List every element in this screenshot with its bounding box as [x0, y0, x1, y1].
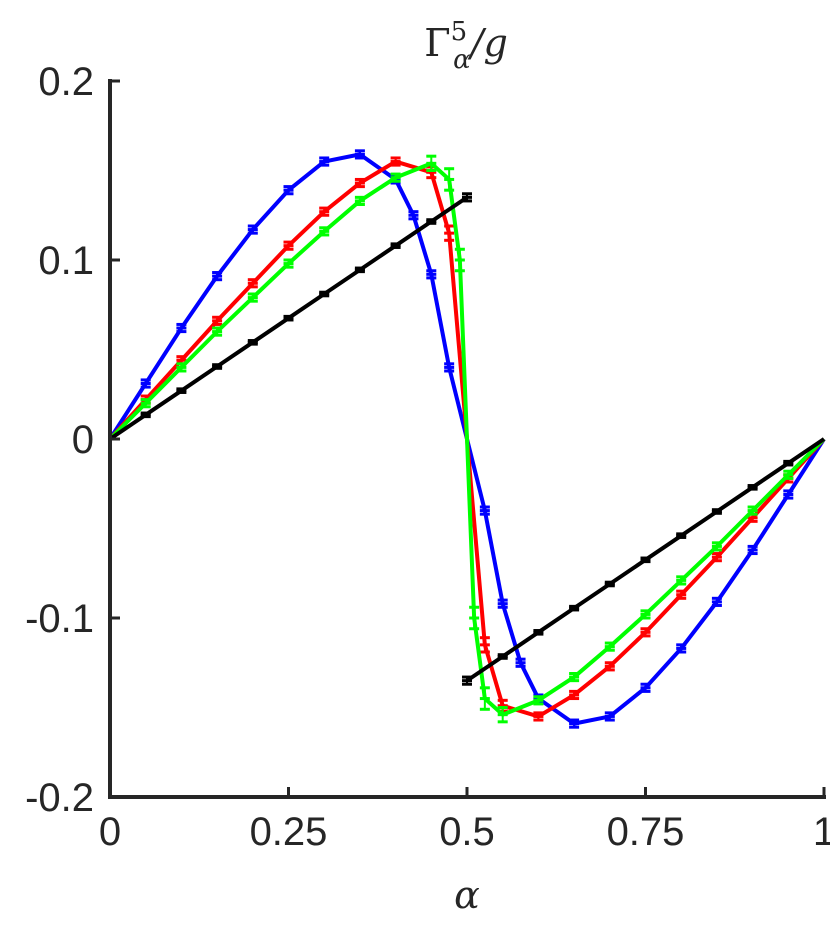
error-bar [569, 604, 580, 612]
error-bar [533, 695, 544, 706]
x-tick-label: 0.25 [250, 810, 328, 854]
error-bar [676, 532, 687, 539]
error-bar [711, 508, 722, 515]
error-bar [140, 411, 151, 419]
error-bar [676, 589, 687, 600]
title-base: Γ [424, 21, 450, 65]
error-bar [462, 675, 472, 686]
error-bar [747, 484, 758, 491]
error-bar [354, 195, 365, 207]
error-bar [444, 362, 455, 373]
error-bar [212, 271, 223, 282]
y-tick-label: -0.2 [25, 776, 94, 820]
error-bar [640, 682, 651, 693]
y-tick-label: -0.1 [25, 597, 94, 641]
title-sup: 5 [451, 17, 468, 47]
error-bar [640, 609, 651, 620]
error-bar [604, 661, 615, 672]
y-tick-label: 0.1 [38, 239, 94, 283]
error-bar [469, 605, 480, 631]
error-bar [604, 580, 615, 588]
error-bar [212, 315, 223, 326]
error-bar [176, 322, 187, 334]
series-line [108, 161, 826, 717]
error-bar [212, 363, 223, 370]
error-bar [569, 671, 580, 683]
error-bar [676, 643, 687, 654]
series-2 [108, 156, 826, 722]
error-bar [444, 167, 455, 192]
title-sub: α [453, 45, 471, 75]
error-bar [604, 711, 615, 722]
error-bar [533, 711, 544, 722]
error-bar [247, 292, 258, 303]
error-bar [176, 387, 187, 394]
error-bar [354, 177, 365, 189]
error-bar [711, 596, 722, 607]
ticks: 0 0.25 0.5 0.75 1 -0.2 -0.1 0 0.1 0.2 [25, 60, 830, 854]
error-bar [479, 636, 490, 654]
error-bar [176, 362, 187, 373]
error-bar [444, 224, 455, 242]
error-bar [426, 154, 437, 172]
error-bar [569, 718, 580, 729]
error-bar [354, 149, 365, 160]
error-bar [319, 226, 330, 237]
y-tick-label: 0.2 [38, 60, 94, 104]
error-bar [783, 489, 794, 500]
error-bar [676, 575, 687, 586]
error-bar [497, 706, 508, 724]
error-bar [454, 247, 465, 273]
x-tick-label: 1 [813, 810, 830, 854]
error-bar [283, 314, 294, 322]
error-bar [711, 541, 722, 552]
error-bar [283, 258, 294, 269]
error-bar [390, 156, 401, 167]
error-bar [479, 686, 490, 711]
error-bar [319, 206, 330, 217]
error-bar [640, 556, 651, 564]
error-bar [604, 641, 615, 652]
error-bar [140, 378, 151, 389]
error-bar [390, 242, 401, 249]
error-bar [283, 240, 294, 251]
error-bar [479, 505, 490, 516]
chart-title: Γ5 α/g [424, 17, 508, 75]
error-bar [247, 224, 258, 235]
series-layer [108, 149, 826, 729]
error-bar [408, 210, 419, 221]
error-bar [711, 552, 722, 563]
error-bar [515, 657, 526, 668]
error-bar [497, 653, 508, 660]
series-4 [108, 192, 826, 686]
error-bar [569, 689, 580, 701]
x-axis-title: α [454, 873, 480, 917]
x-tick-label: 0.75 [607, 810, 685, 854]
error-bar [640, 627, 651, 638]
error-bar [247, 339, 258, 346]
error-bar [426, 218, 437, 225]
error-bar [497, 598, 508, 609]
error-bar [319, 156, 330, 167]
error-bar [247, 278, 258, 289]
title-rest: /g [467, 21, 508, 65]
y-tick-label: 0 [72, 418, 94, 462]
error-bar [390, 172, 401, 183]
series-3 [108, 154, 826, 724]
x-tick-label: 0 [99, 810, 121, 854]
error-bar [747, 544, 758, 556]
error-bar [140, 398, 151, 409]
error-bar [783, 469, 794, 480]
error-bar [319, 290, 330, 298]
error-bar [283, 185, 294, 196]
x-tick-label: 0.5 [439, 810, 495, 854]
error-bar [212, 326, 223, 337]
error-bar [533, 629, 544, 636]
error-bar [783, 459, 794, 467]
error-bar [747, 505, 758, 516]
error-bar [426, 269, 437, 280]
error-bar [462, 192, 472, 203]
error-bar [354, 266, 365, 274]
